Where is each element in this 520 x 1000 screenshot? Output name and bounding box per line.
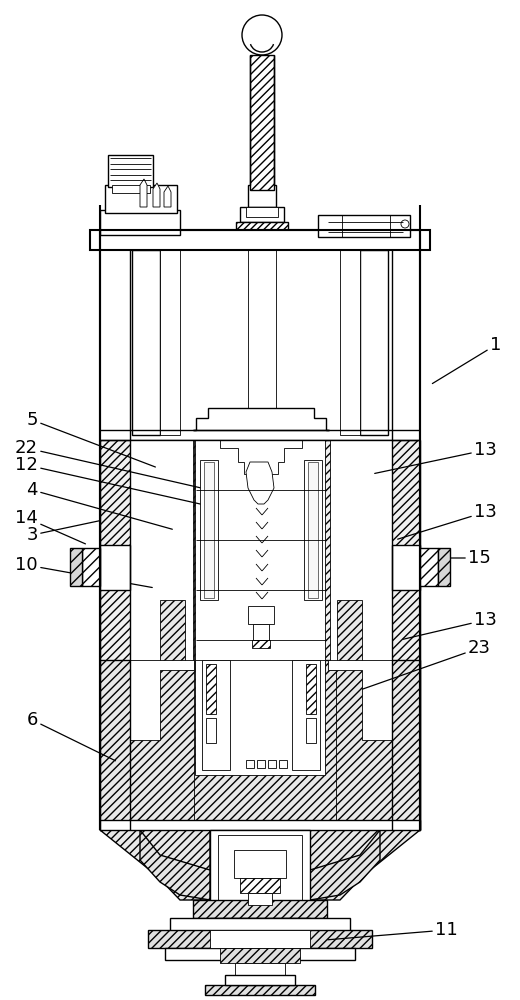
- Polygon shape: [268, 760, 276, 768]
- Polygon shape: [236, 222, 288, 234]
- Polygon shape: [112, 185, 150, 193]
- Polygon shape: [210, 918, 310, 930]
- Polygon shape: [153, 183, 160, 207]
- Polygon shape: [248, 250, 276, 430]
- Polygon shape: [218, 835, 302, 900]
- Polygon shape: [310, 830, 420, 900]
- Polygon shape: [328, 660, 392, 740]
- Polygon shape: [246, 462, 274, 504]
- Text: 13: 13: [398, 503, 497, 539]
- Polygon shape: [148, 930, 372, 948]
- Text: 1: 1: [432, 336, 501, 384]
- Text: 22: 22: [15, 439, 207, 489]
- Polygon shape: [195, 440, 325, 670]
- Text: 13: 13: [375, 441, 497, 473]
- Polygon shape: [392, 545, 420, 590]
- Polygon shape: [108, 155, 153, 187]
- Polygon shape: [336, 440, 392, 830]
- Polygon shape: [234, 850, 286, 878]
- Polygon shape: [257, 760, 265, 768]
- Polygon shape: [308, 462, 318, 598]
- Polygon shape: [202, 660, 230, 770]
- Text: 13: 13: [402, 611, 497, 639]
- Polygon shape: [205, 985, 315, 995]
- Polygon shape: [220, 440, 302, 474]
- Polygon shape: [360, 250, 388, 435]
- Polygon shape: [420, 548, 438, 586]
- Polygon shape: [195, 660, 325, 775]
- Polygon shape: [130, 440, 193, 670]
- Polygon shape: [306, 718, 316, 743]
- Polygon shape: [279, 760, 287, 768]
- Polygon shape: [90, 230, 430, 250]
- Text: 15: 15: [438, 549, 491, 567]
- Polygon shape: [438, 548, 450, 586]
- Polygon shape: [248, 606, 274, 624]
- Text: 23: 23: [362, 639, 491, 689]
- Polygon shape: [100, 440, 420, 830]
- Polygon shape: [206, 664, 216, 714]
- Polygon shape: [245, 975, 275, 985]
- Polygon shape: [250, 55, 274, 190]
- Text: 5: 5: [27, 411, 155, 467]
- Polygon shape: [140, 830, 210, 900]
- Polygon shape: [164, 186, 171, 207]
- Polygon shape: [160, 250, 180, 435]
- Polygon shape: [100, 660, 420, 830]
- Polygon shape: [200, 460, 218, 600]
- Text: 6: 6: [27, 711, 115, 761]
- Polygon shape: [140, 179, 147, 207]
- Polygon shape: [340, 250, 360, 435]
- Polygon shape: [310, 830, 380, 900]
- Polygon shape: [304, 460, 322, 600]
- Polygon shape: [100, 545, 130, 590]
- Polygon shape: [252, 640, 270, 648]
- Polygon shape: [306, 664, 316, 714]
- Polygon shape: [246, 760, 254, 768]
- Polygon shape: [240, 878, 280, 893]
- Polygon shape: [100, 830, 210, 900]
- Polygon shape: [292, 660, 320, 770]
- Polygon shape: [130, 660, 194, 740]
- Text: 10: 10: [16, 556, 152, 588]
- Text: 14: 14: [15, 509, 85, 544]
- Polygon shape: [193, 408, 329, 430]
- Polygon shape: [235, 963, 285, 975]
- Polygon shape: [240, 207, 284, 222]
- Polygon shape: [246, 207, 278, 217]
- Text: 4: 4: [27, 481, 172, 529]
- Text: 12: 12: [15, 456, 215, 507]
- Polygon shape: [132, 250, 160, 435]
- Polygon shape: [82, 548, 100, 586]
- Polygon shape: [105, 185, 177, 213]
- Polygon shape: [248, 893, 272, 905]
- Polygon shape: [206, 718, 216, 743]
- Polygon shape: [220, 948, 300, 963]
- Polygon shape: [193, 900, 327, 918]
- Text: 3: 3: [27, 521, 100, 544]
- Polygon shape: [253, 624, 269, 640]
- Polygon shape: [165, 948, 355, 960]
- Polygon shape: [100, 210, 180, 235]
- Polygon shape: [130, 440, 194, 830]
- Polygon shape: [248, 185, 276, 207]
- Polygon shape: [210, 930, 310, 948]
- Text: 11: 11: [328, 921, 458, 940]
- Polygon shape: [70, 548, 82, 586]
- Polygon shape: [100, 820, 420, 830]
- Polygon shape: [318, 215, 410, 237]
- Polygon shape: [330, 440, 392, 670]
- Polygon shape: [170, 918, 350, 940]
- Polygon shape: [225, 975, 295, 985]
- Polygon shape: [210, 830, 310, 905]
- Polygon shape: [204, 462, 214, 598]
